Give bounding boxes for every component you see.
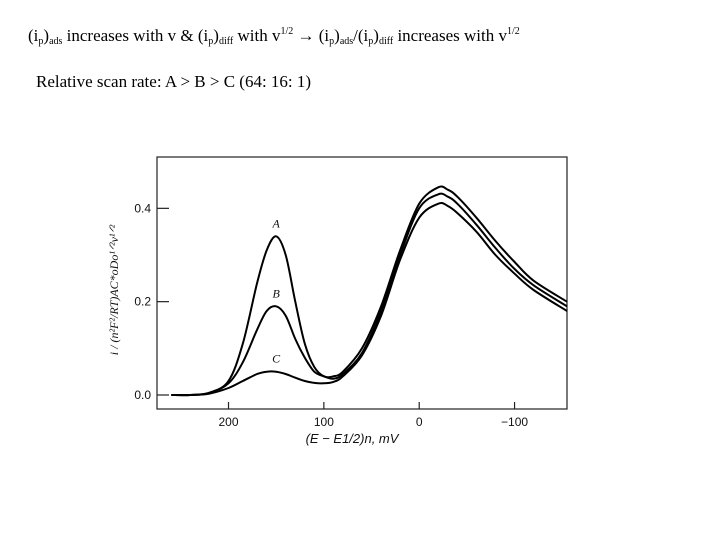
headline-part: increases with v [393, 26, 507, 45]
headline-part: p [368, 36, 374, 47]
headline-part: 1/2 [506, 26, 520, 37]
y-tick-label: 0.4 [134, 201, 151, 215]
curve-a [171, 185, 568, 397]
x-tick-label: 200 [218, 415, 238, 429]
curve-b [171, 192, 568, 397]
headline-part: ads [339, 36, 354, 47]
headline-part: /(i [353, 26, 369, 45]
headline-part: increases with v & (i [62, 26, 209, 45]
x-axis-label: (E − E1/2)n, mV [306, 431, 400, 446]
x-axis: 200 100 0 −100 [218, 402, 528, 429]
y-tick-label: 0.2 [134, 295, 151, 309]
annotation-group: A B C [272, 216, 282, 365]
headline-part: ) [373, 26, 379, 45]
headline-part: p [38, 36, 44, 47]
slide-subline: Relative scan rate: A > B > C (64: 16: 1… [36, 72, 312, 91]
headline-part: ads [49, 36, 63, 47]
x-tick-label: 100 [314, 415, 334, 429]
series-group [171, 185, 568, 397]
plot-frame [156, 156, 568, 410]
slide-headline: (ip)ads increases with v & (ip)diff with… [28, 26, 520, 47]
headline-part: ) [213, 26, 219, 45]
headline-part: with v [233, 26, 281, 45]
headline-part: ) [43, 26, 50, 45]
y-axis: 0.0 0.2 0.4 [134, 201, 169, 402]
x-tick-label: −100 [501, 415, 528, 429]
series-label-c: C [272, 352, 281, 366]
headline-part: 1/2 [280, 26, 294, 37]
headline-part: (i [28, 26, 39, 45]
y-axis-label: i / (n²F²/RT)AC*oDo¹ᐟ²v¹ᐟ² [107, 224, 121, 355]
series-label-a: A [272, 216, 281, 230]
headline-part: diff [378, 36, 394, 47]
headline-part: ) [334, 26, 340, 45]
headline-part: diff [218, 36, 234, 47]
x-tick-label: 0 [416, 415, 423, 429]
headline-part: p [329, 36, 335, 47]
headline-part: p [208, 36, 214, 47]
y-tick-label: 0.0 [134, 388, 151, 402]
series-label-b: B [273, 286, 281, 300]
headline-part: → (i [293, 26, 330, 45]
curve-c [171, 201, 568, 397]
